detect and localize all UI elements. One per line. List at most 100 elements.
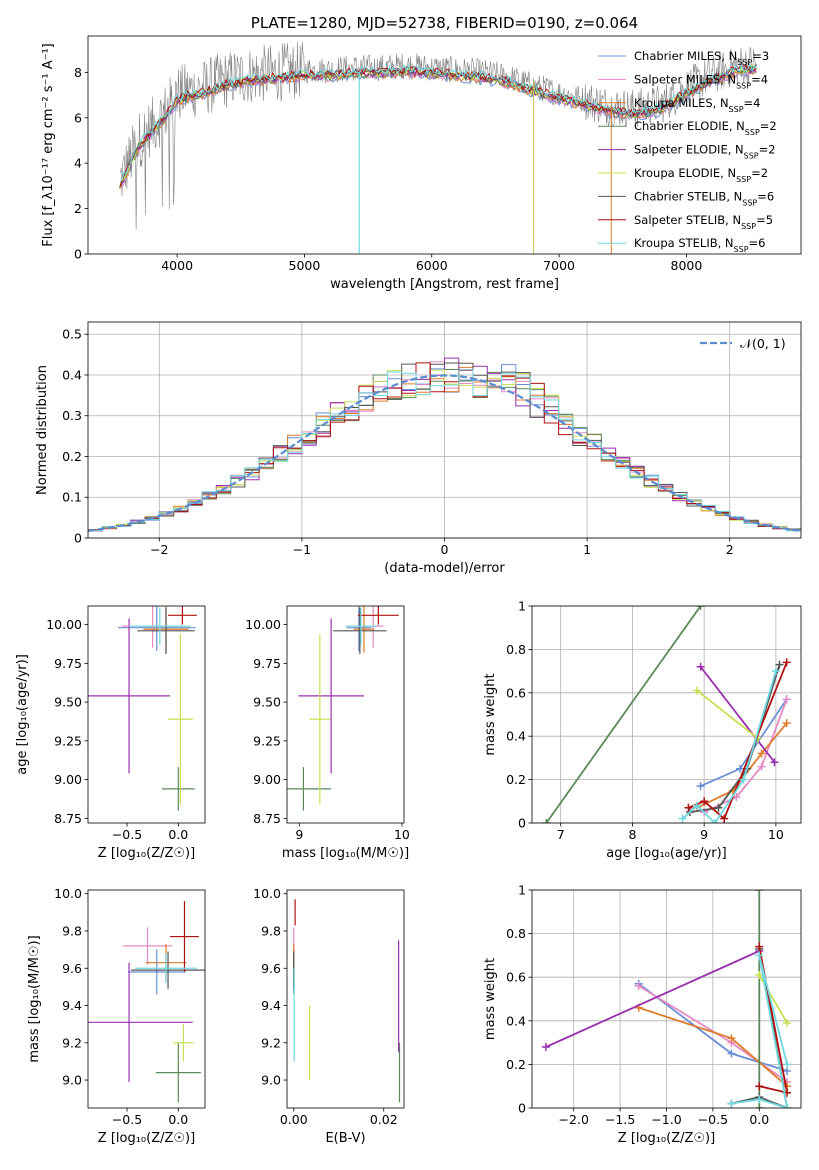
data-point: [135, 953, 197, 984]
axes-frame: [87, 605, 206, 824]
x-axis-label: E(B-V): [325, 1131, 365, 1146]
weight-marker: [739, 775, 748, 784]
legend-entry: Chabrier ELODIE, NSSP=2: [634, 119, 777, 137]
x-tick-label: 2: [726, 542, 734, 557]
data-point: [131, 951, 205, 989]
x-tick-label: 0.0: [168, 827, 188, 842]
y-tick-label: 10.00: [245, 617, 281, 632]
data-layer: [88, 357, 801, 532]
weight-marker: [755, 890, 764, 894]
x-tick-label: −2: [150, 542, 168, 557]
x-tick-label: −2.0: [559, 1112, 589, 1127]
x-tick-label: 0.02: [370, 1112, 398, 1127]
data-layer: [119, 41, 757, 254]
weight-marker: [678, 814, 687, 823]
y-tick-label: 9.25: [54, 733, 82, 748]
data-point: [345, 607, 377, 645]
axes-layer: −2 −1 0 1 2 0 0.1 0.2 0.3 0.4 0.5 (data-model)/erro…: [35, 321, 802, 576]
histogram-series: [88, 369, 801, 531]
legend-entry: Salpeter MILES, NSSP=4: [634, 72, 768, 90]
y-tick-label: 9.75: [253, 656, 281, 671]
weight-marker: [783, 1018, 792, 1027]
x-axis-label: age [log₁₀(age/yr)]: [606, 846, 727, 861]
y-tick-label: 9.75: [54, 656, 82, 671]
panel-massweight-vs-Z: −2.0 −1.5 −1.0 −0.5 0.0 0 0.2 0.4 0.6 0.8 1 Z [log₁…: [483, 883, 802, 1146]
x-axis-label: mass [log₁₀(M/M☉)]: [282, 846, 409, 861]
grid-lines: [532, 889, 801, 1109]
data-point: [137, 607, 195, 655]
grid-lines: [532, 605, 801, 824]
axes-layer: 9 10 8.75 9.00 9.25 9.50 9.75 10.00 mass [log₁₀(…: [245, 605, 410, 861]
weight-marker: [710, 819, 719, 823]
axes-frame: [531, 605, 802, 824]
weight-marker: [696, 662, 705, 671]
x-tick-label: 10: [768, 827, 784, 842]
data-point: [346, 606, 372, 651]
y-tick-label: 0.1: [62, 490, 82, 505]
y-tick-label: 0.6: [506, 685, 526, 700]
weight-series: [696, 689, 759, 740]
y-tick-label: 9.00: [54, 772, 82, 787]
weight-marker: [782, 658, 791, 667]
weight-marker: [783, 1060, 792, 1069]
y-tick-label: 9.2: [261, 1035, 281, 1050]
legend-entry: Kroupa ELODIE, NSSP=2: [634, 166, 768, 184]
data-point: [128, 949, 186, 995]
y-tick-label: 4: [74, 156, 82, 171]
y-tick-label: 9.8: [261, 923, 281, 938]
weight-marker: [541, 1042, 550, 1051]
weight-marker: [755, 942, 764, 951]
x-axis-label: Z [log₁₀(Z/Z☉)]: [98, 1131, 195, 1146]
y-tick-label: 9.50: [54, 695, 82, 710]
weight-series: [731, 955, 789, 1108]
panel-mass-vs-EBV: 0.00 0.02 9.0 9.2 9.4 9.6 9.8 10.0 E(B-V): [253, 886, 405, 1146]
x-tick-label: 0.0: [749, 1112, 769, 1127]
weight-marker: [684, 803, 693, 812]
y-tick-label: 9.50: [253, 695, 281, 710]
x-tick-label: 0.00: [280, 1112, 308, 1127]
legend: Chabrier MILES, NSSP=3 Salpeter MILES, NS…: [598, 49, 777, 254]
data-point: [309, 633, 331, 805]
data-point: [117, 606, 196, 651]
x-tick-label: 1: [583, 542, 591, 557]
weight-marker: [783, 1104, 792, 1108]
weight-marker: [755, 971, 764, 980]
legend: 𝒩(0, 1): [700, 336, 786, 351]
weight-marker: [782, 695, 791, 704]
axes-layer: −0.5 0.0 8.75 9.00 9.25 9.50 9.75 10.00 Z [log₁₀…: [15, 605, 206, 861]
data-point: [287, 767, 332, 811]
x-axis-label: Z [log₁₀(Z/Z☉)]: [98, 846, 195, 861]
weight-marker: [782, 719, 791, 728]
axes-frame: [286, 605, 405, 824]
data-point: [357, 606, 399, 625]
axes-layer: −2.0 −1.5 −1.0 −0.5 0.0 0 0.2 0.4 0.6 0.8 1 Z [log₁…: [483, 883, 802, 1146]
data-point: [168, 606, 197, 625]
x-tick-label: 8: [628, 827, 636, 842]
y-tick-label: 9.0: [261, 1073, 281, 1088]
axes-layer: 4000 5000 6000 7000 8000 0 2 4 6 8 wavelength [Ang…: [41, 14, 802, 292]
y-tick-label: 0.2: [506, 772, 526, 787]
model-line: [119, 64, 757, 188]
y-tick-label: 9.2: [62, 1035, 82, 1050]
y-axis-label: Flux [f_λ10⁻¹⁷ erg cm⁻² s⁻¹ A⁻¹]: [41, 43, 56, 247]
axes-layer: 7 8 9 10 0 0.2 0.4 0.6 0.8 1 age [log₁₀(age/yr)] ma…: [483, 599, 802, 861]
x-tick-label: 7000: [543, 258, 575, 273]
y-tick-label: 0.5: [62, 327, 82, 342]
y-tick-label: 0: [518, 816, 526, 831]
y-tick-label: 1: [518, 599, 526, 614]
weight-series: [545, 950, 760, 1048]
weight-marker: [727, 1049, 736, 1058]
y-tick-label: 9.6: [261, 961, 281, 976]
y-tick-label: 0: [74, 247, 82, 262]
x-tick-label: −0.5: [112, 1112, 142, 1127]
data-layer: [541, 890, 792, 1108]
weight-marker: [755, 951, 764, 960]
data-point: [298, 618, 364, 774]
gaussian-curve: [88, 374, 801, 532]
x-axis-label: (data-model)/error: [384, 561, 505, 576]
y-tick-label: 2: [74, 201, 82, 216]
legend-entry: Chabrier MILES, NSSP=3: [634, 49, 769, 67]
y-tick-label: 8: [74, 65, 82, 80]
y-tick-label: 0.3: [62, 408, 82, 423]
